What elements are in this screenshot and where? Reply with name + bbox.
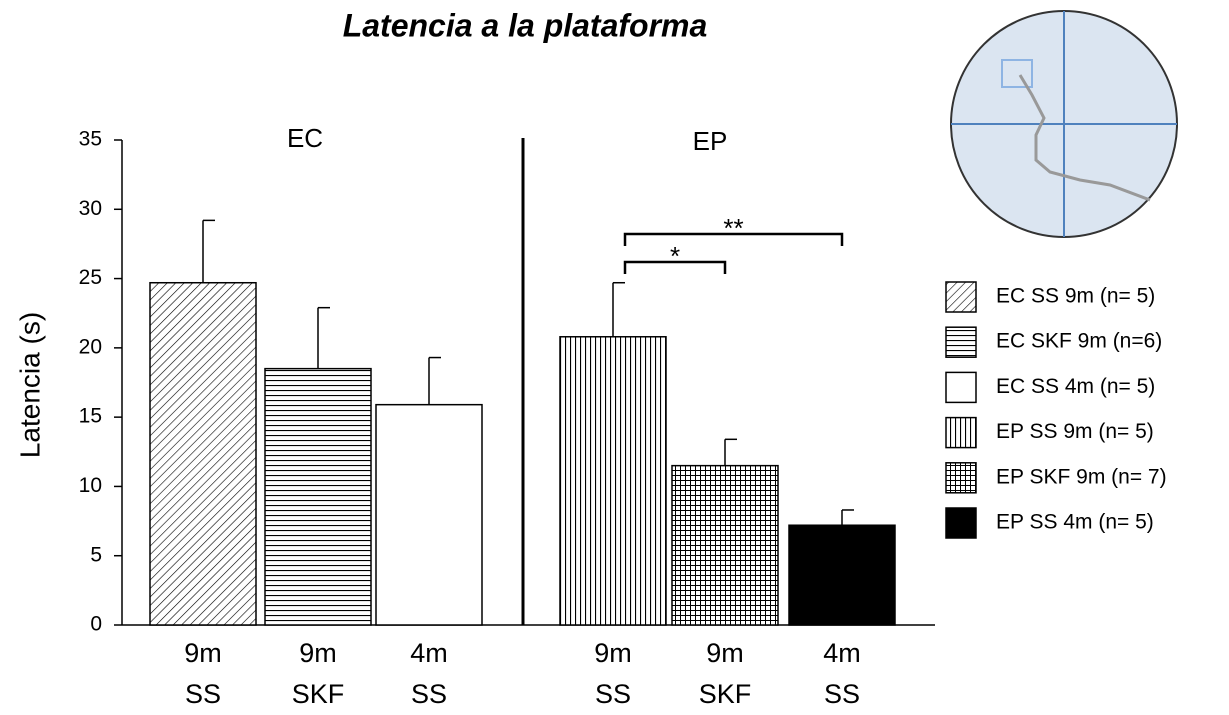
x-tick-label: 9m xyxy=(299,638,337,668)
x-tick-label: 9m xyxy=(184,638,222,668)
legend-label: EC SS 4m (n= 5) xyxy=(996,375,1155,398)
y-tick-label: 5 xyxy=(90,543,102,566)
legend-label: EC SS 9m (n= 5) xyxy=(996,285,1155,308)
legend-swatch xyxy=(946,463,976,493)
y-tick-label: 35 xyxy=(79,128,102,151)
y-tick-label: 30 xyxy=(79,197,102,220)
chart-title: Latencia a la plataforma xyxy=(343,7,708,43)
inset-maze xyxy=(951,11,1177,237)
x-tick-label: SS xyxy=(185,679,221,709)
y-tick-label: 25 xyxy=(79,266,102,289)
legend-swatch xyxy=(946,418,976,448)
legend-label: EC SKF 9m (n=6) xyxy=(996,330,1162,353)
significance-label: ** xyxy=(723,213,743,243)
y-tick-label: 10 xyxy=(79,474,102,497)
x-tick-label: 9m xyxy=(594,638,632,668)
bar xyxy=(789,525,895,625)
y-tick-label: 0 xyxy=(90,613,102,636)
legend-swatch xyxy=(946,327,976,357)
x-tick-label: SS xyxy=(824,679,860,709)
x-tick-label: 9m xyxy=(706,638,744,668)
legend-swatch xyxy=(946,508,976,538)
x-tick-label: SKF xyxy=(292,679,345,709)
bar xyxy=(265,369,371,625)
y-tick-label: 20 xyxy=(79,335,102,358)
bar xyxy=(560,337,666,625)
chart: Latencia a la plataforma Latencia (s) EC… xyxy=(0,0,1229,710)
x-tick-label: SS xyxy=(411,679,447,709)
legend-label: EP SS 4m (n= 5) xyxy=(996,511,1154,534)
x-tick-label: SS xyxy=(595,679,631,709)
bar xyxy=(672,466,778,625)
x-tick-label: 4m xyxy=(823,638,861,668)
legend-label: EP SKF 9m (n= 7) xyxy=(996,465,1167,488)
bar xyxy=(376,405,482,625)
bar xyxy=(150,283,256,625)
x-tick-label: 4m xyxy=(410,638,448,668)
group-label: EC xyxy=(287,123,323,153)
y-axis-label: Latencia (s) xyxy=(14,312,45,458)
y-tick-label: 15 xyxy=(79,405,102,428)
x-tick-label: SKF xyxy=(699,679,752,709)
group-label: EP xyxy=(693,126,728,156)
legend-swatch xyxy=(946,372,976,402)
significance-label: * xyxy=(670,241,680,271)
legend-label: EP SS 9m (n= 5) xyxy=(996,420,1154,443)
legend-swatch xyxy=(946,282,976,312)
